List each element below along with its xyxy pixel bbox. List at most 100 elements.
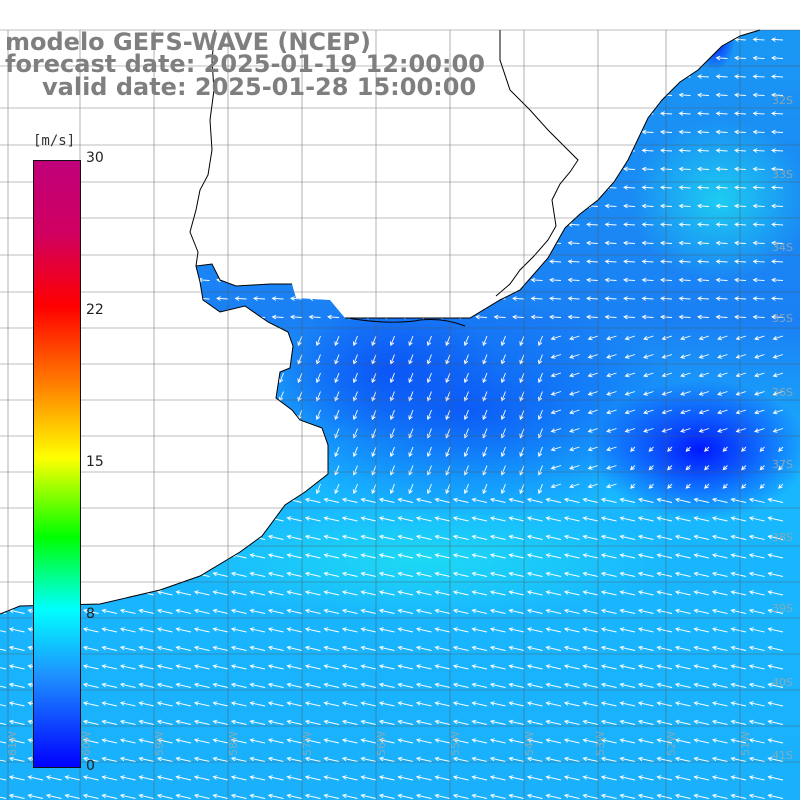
wind-arrow-head bbox=[661, 372, 667, 378]
wind-arrow bbox=[194, 739, 210, 744]
wind-arrow bbox=[564, 535, 580, 540]
wind-arrow bbox=[583, 757, 599, 762]
wind-arrow bbox=[679, 316, 691, 318]
wind-arrow bbox=[139, 646, 155, 651]
wind-arrow bbox=[694, 794, 710, 799]
wind-arrow-head bbox=[660, 259, 665, 264]
wind-arrow bbox=[568, 279, 580, 281]
wind-arrow-head bbox=[434, 553, 440, 558]
wind-arrow bbox=[527, 628, 543, 633]
wind-arrow bbox=[583, 794, 599, 799]
wind-arrow-head bbox=[267, 682, 273, 688]
wind-arrow-head bbox=[563, 534, 569, 540]
wind-arrow-head bbox=[600, 645, 606, 651]
wind-arrow bbox=[588, 391, 599, 396]
wind-arrow bbox=[568, 242, 580, 244]
wind-arrow-head bbox=[748, 627, 754, 632]
wind-arrow bbox=[501, 391, 506, 401]
wind-arrow-head bbox=[734, 111, 739, 116]
wind-arrow-head bbox=[660, 314, 665, 320]
wind-arrow-head bbox=[489, 571, 495, 577]
wind-arrow-head bbox=[156, 682, 162, 688]
wind-arrow-head bbox=[600, 516, 606, 521]
wind-arrow-head bbox=[730, 534, 736, 540]
wind-arrow-head bbox=[771, 314, 776, 320]
wind-arrow bbox=[551, 483, 562, 488]
wind-arrow-head bbox=[674, 664, 680, 669]
wind-arrow bbox=[731, 776, 747, 781]
wind-arrow-head bbox=[630, 465, 635, 471]
wind-arrow-head bbox=[471, 664, 477, 669]
wind-arrow bbox=[601, 498, 617, 503]
wind-arrow bbox=[28, 794, 44, 799]
wind-arrow-head bbox=[704, 465, 709, 471]
wind-arrow bbox=[697, 168, 710, 170]
wind-arrow bbox=[657, 609, 673, 614]
wind-arrow bbox=[519, 335, 525, 346]
wind-arrow-head bbox=[452, 664, 458, 669]
wind-arrow bbox=[699, 335, 710, 340]
wind-arrow bbox=[642, 297, 654, 300]
wind-arrow bbox=[699, 391, 710, 396]
wind-arrow-head bbox=[767, 738, 773, 743]
wind-arrow-head bbox=[138, 608, 144, 614]
wind-arrow bbox=[667, 446, 673, 452]
wind-arrow bbox=[453, 646, 469, 651]
wind-arrow bbox=[287, 591, 303, 596]
wind-arrow-head bbox=[526, 645, 532, 651]
wind-arrow-head bbox=[230, 571, 236, 577]
wind-arrow-head bbox=[489, 516, 495, 521]
wind-arrow-head bbox=[500, 489, 506, 495]
wind-arrow bbox=[694, 739, 710, 744]
wind-arrow bbox=[279, 391, 284, 401]
wind-arrow-head bbox=[752, 314, 758, 320]
wind-arrow bbox=[427, 354, 432, 364]
wind-arrow bbox=[731, 646, 747, 651]
wind-arrow-head bbox=[408, 415, 413, 421]
wind-arrow-head bbox=[752, 74, 758, 79]
wind-arrow bbox=[445, 409, 451, 420]
wind-arrow bbox=[213, 591, 229, 596]
wind-arrow-head bbox=[426, 452, 432, 458]
wind-arrow bbox=[9, 646, 25, 651]
wind-arrow bbox=[408, 483, 414, 494]
wind-arrow-head bbox=[323, 793, 329, 799]
wind-arrow bbox=[324, 702, 340, 707]
wind-arrow-head bbox=[175, 775, 181, 780]
wind-arrow-head bbox=[315, 396, 321, 402]
lon-label: 60W bbox=[80, 731, 93, 756]
wind-arrow-head bbox=[648, 484, 654, 489]
wind-arrow-head bbox=[772, 391, 778, 396]
wind-arrow bbox=[625, 335, 636, 340]
wind-arrow-head bbox=[730, 682, 736, 688]
wind-arrow-head bbox=[530, 314, 536, 320]
wind-arrow bbox=[176, 776, 192, 781]
wind-arrow bbox=[327, 316, 340, 318]
wind-arrow-head bbox=[334, 452, 339, 458]
wind-arrow-head bbox=[734, 148, 739, 153]
wind-arrow-head bbox=[175, 645, 181, 651]
wind-arrow bbox=[435, 757, 451, 762]
wind-arrow bbox=[754, 335, 765, 340]
wind-arrow-head bbox=[304, 775, 310, 780]
wind-arrow bbox=[697, 242, 710, 244]
wind-arrow-head bbox=[693, 682, 699, 688]
wind-arrow bbox=[353, 465, 358, 475]
wind-arrow bbox=[716, 168, 728, 170]
wind-arrow bbox=[531, 316, 543, 318]
wind-arrow-head bbox=[489, 719, 495, 725]
wind-arrow-head bbox=[537, 489, 543, 495]
wind-arrow-head bbox=[471, 738, 477, 743]
wind-arrow-head bbox=[452, 571, 458, 577]
wind-arrow-head bbox=[767, 497, 773, 503]
wind-arrow bbox=[660, 131, 673, 133]
wind-arrow-head bbox=[604, 203, 610, 209]
wind-arrow-head bbox=[360, 553, 366, 558]
wind-arrow bbox=[648, 465, 654, 471]
wind-arrow-head bbox=[734, 314, 739, 320]
wind-arrow-head bbox=[641, 240, 647, 246]
wind-arrow bbox=[334, 372, 340, 383]
wind-arrow-head bbox=[378, 645, 384, 651]
wind-arrow bbox=[9, 794, 25, 799]
